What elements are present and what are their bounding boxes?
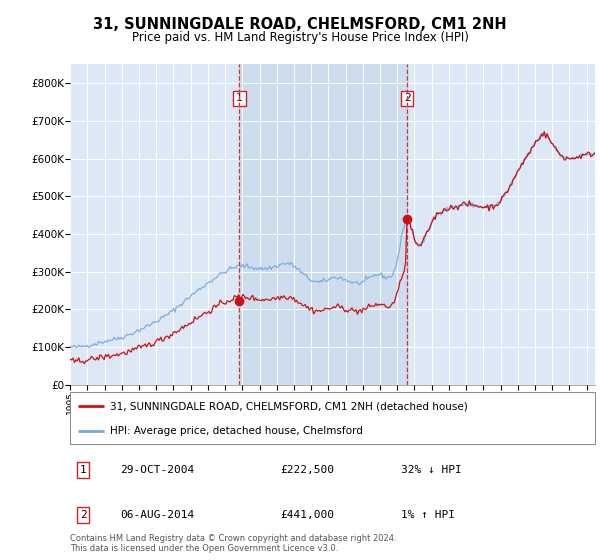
Text: 1: 1 bbox=[80, 465, 87, 475]
Text: 06-AUG-2014: 06-AUG-2014 bbox=[120, 510, 194, 520]
Text: Contains HM Land Registry data © Crown copyright and database right 2024.
This d: Contains HM Land Registry data © Crown c… bbox=[70, 534, 397, 553]
Text: 2: 2 bbox=[404, 94, 410, 103]
Text: 31, SUNNINGDALE ROAD, CHELMSFORD, CM1 2NH: 31, SUNNINGDALE ROAD, CHELMSFORD, CM1 2N… bbox=[93, 17, 507, 31]
Text: £222,500: £222,500 bbox=[280, 465, 334, 475]
Text: 1% ↑ HPI: 1% ↑ HPI bbox=[401, 510, 455, 520]
Text: 31, SUNNINGDALE ROAD, CHELMSFORD, CM1 2NH (detached house): 31, SUNNINGDALE ROAD, CHELMSFORD, CM1 2N… bbox=[110, 402, 467, 412]
Text: 2: 2 bbox=[80, 510, 87, 520]
Text: 1: 1 bbox=[236, 94, 243, 103]
Text: 32% ↓ HPI: 32% ↓ HPI bbox=[401, 465, 462, 475]
Text: HPI: Average price, detached house, Chelmsford: HPI: Average price, detached house, Chel… bbox=[110, 426, 362, 436]
Text: £441,000: £441,000 bbox=[280, 510, 334, 520]
Text: Price paid vs. HM Land Registry's House Price Index (HPI): Price paid vs. HM Land Registry's House … bbox=[131, 31, 469, 44]
Bar bbox=[239, 64, 407, 385]
Text: 29-OCT-2004: 29-OCT-2004 bbox=[120, 465, 194, 475]
